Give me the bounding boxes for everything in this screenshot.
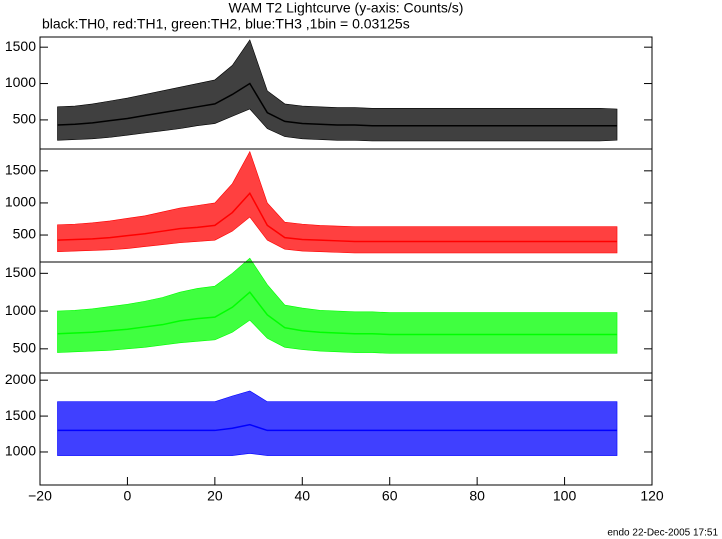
chart-subtitle: black:TH0, red:TH1, green:TH2, blue:TH3 … xyxy=(42,16,410,32)
chart-title: WAM T2 Lightcurve (y-axis: Counts/s) xyxy=(229,0,464,16)
x-tick-label: −20 xyxy=(28,488,52,504)
lightcurve xyxy=(57,82,618,127)
y-tick-label: 1000 xyxy=(5,194,36,210)
y-tick-label: 1500 xyxy=(5,264,36,280)
footer-annotation: endo 22-Dec-2005 17:51 xyxy=(607,528,718,539)
y-tick-label: 1000 xyxy=(5,74,36,90)
lightcurve xyxy=(57,291,618,336)
x-tick-label: 0 xyxy=(124,488,132,504)
x-tick-label: 40 xyxy=(294,488,310,504)
y-tick-label: 500 xyxy=(13,111,37,127)
x-tick-label: 80 xyxy=(469,488,485,504)
y-tick-label: 1500 xyxy=(5,162,36,178)
x-tick-label: 120 xyxy=(640,488,664,504)
y-tick-label: 2000 xyxy=(5,371,36,387)
x-tick-label: 100 xyxy=(553,488,577,504)
y-tick-label: 1500 xyxy=(5,38,36,54)
lightcurve xyxy=(57,192,618,243)
x-tick-label: 20 xyxy=(207,488,223,504)
y-tick-label: 1500 xyxy=(5,407,36,423)
y-tick-label: 500 xyxy=(13,340,37,356)
noise-band xyxy=(57,390,618,456)
lightcurve xyxy=(57,423,618,432)
y-tick-label: 1000 xyxy=(5,302,36,318)
y-tick-label: 1000 xyxy=(5,443,36,459)
noise-band xyxy=(57,150,618,254)
noise-band xyxy=(57,39,618,142)
panel-frame xyxy=(39,372,653,486)
y-tick-label: 500 xyxy=(13,226,37,242)
x-tick-label: 60 xyxy=(382,488,398,504)
noise-band xyxy=(57,257,618,354)
